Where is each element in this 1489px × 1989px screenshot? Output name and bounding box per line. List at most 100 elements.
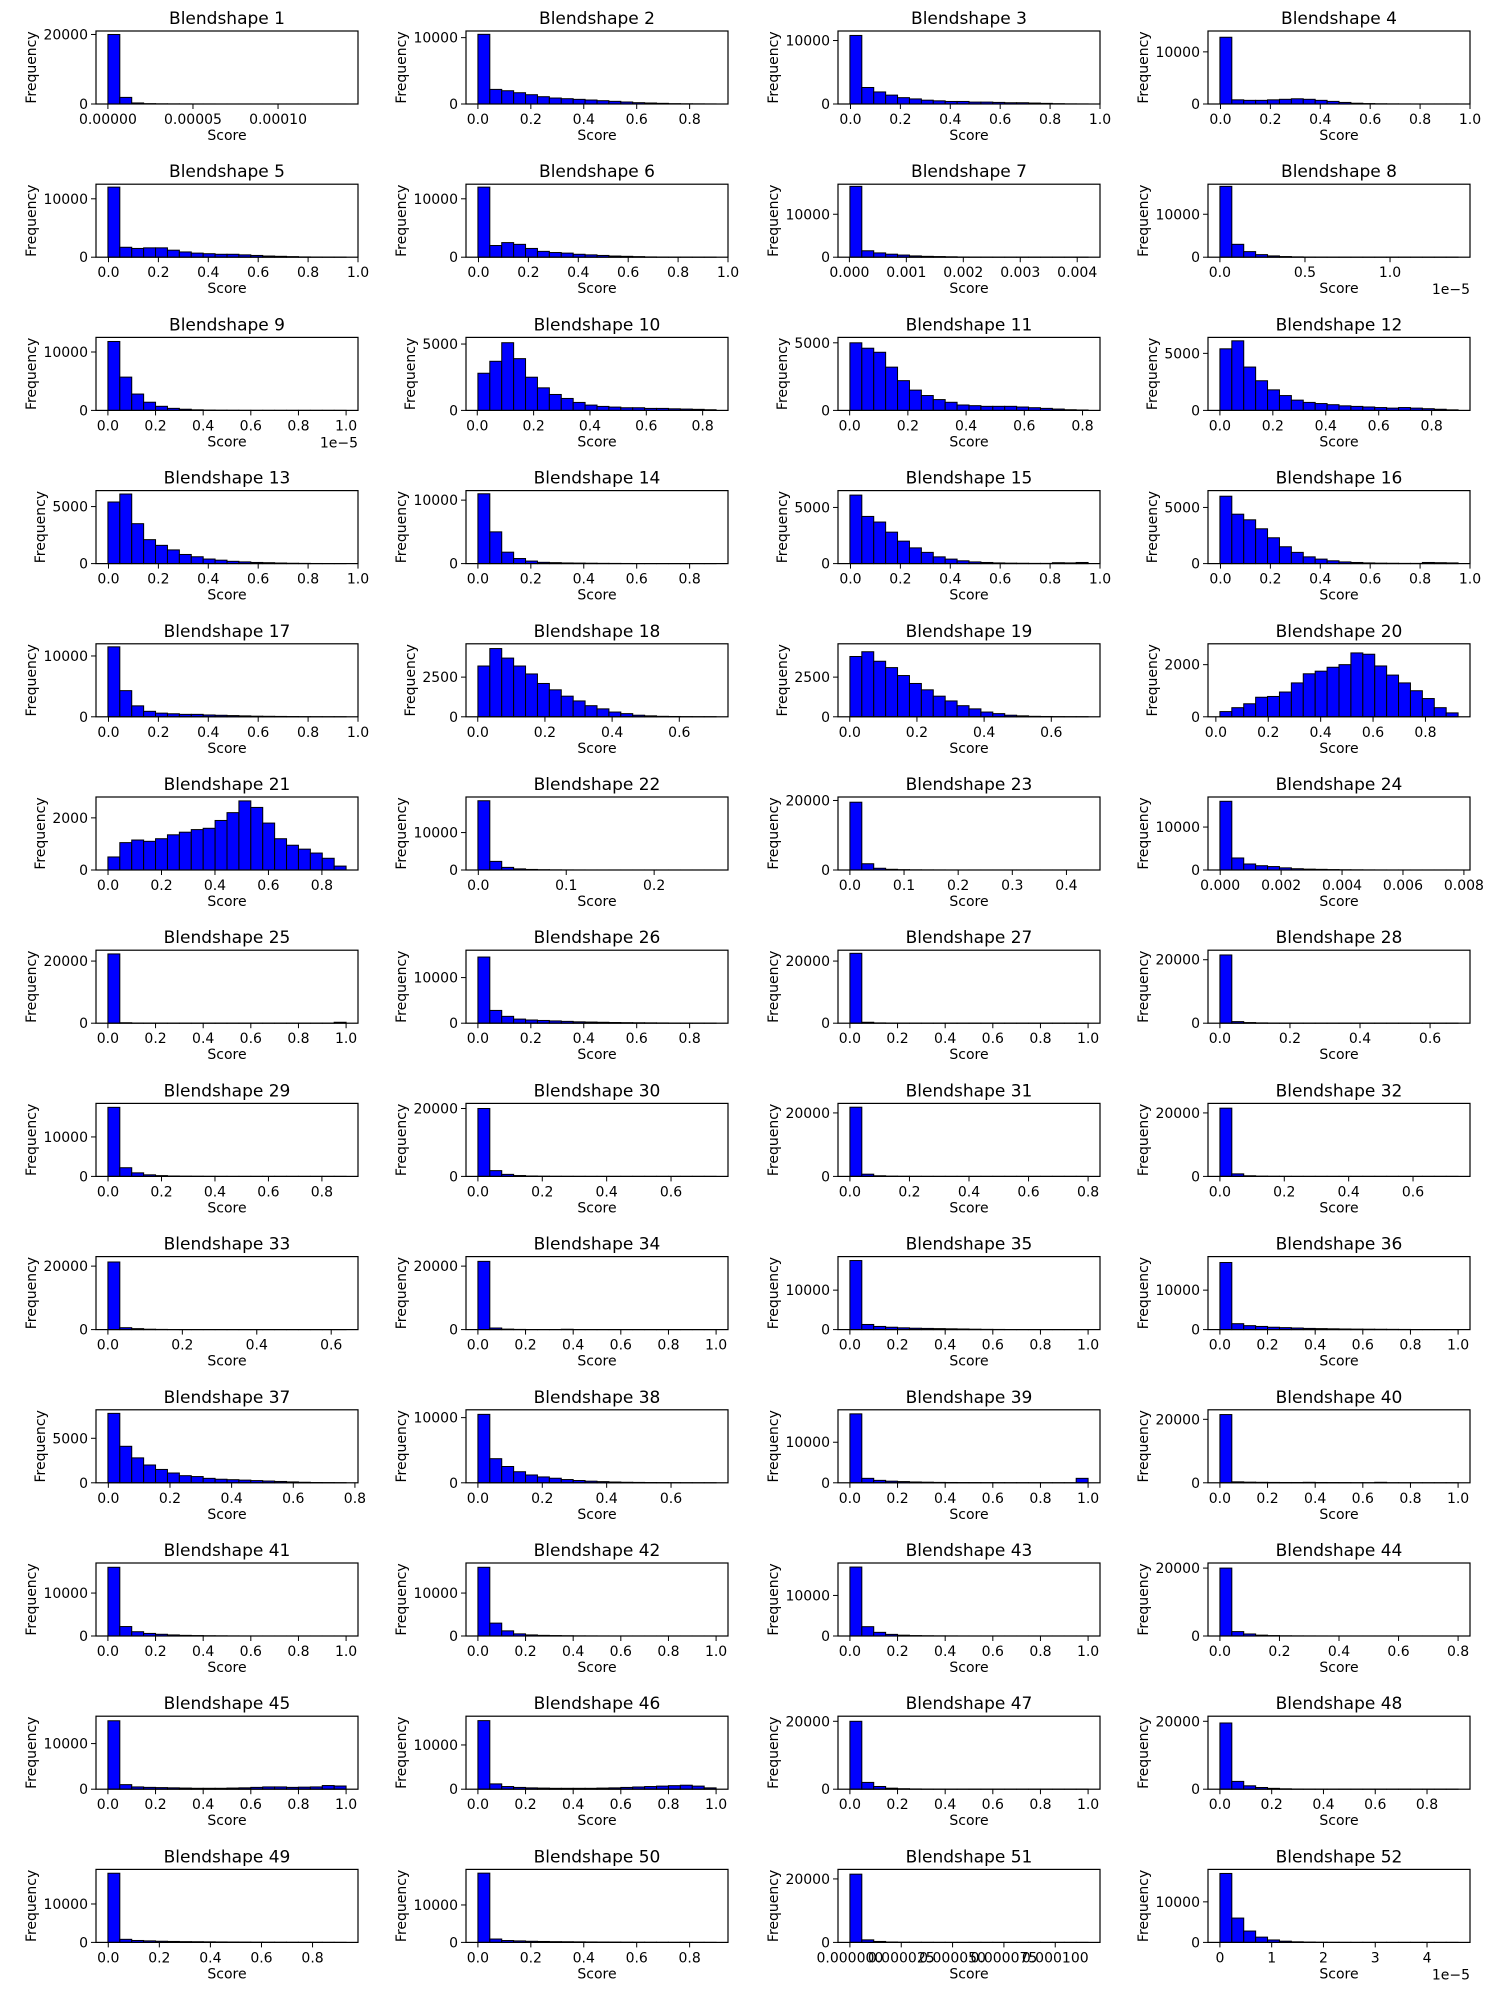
y-tick-label: 0 bbox=[1191, 863, 1200, 879]
x-tick-label: 0.4 bbox=[596, 1491, 618, 1507]
histogram-bar bbox=[873, 252, 887, 258]
histogram-bar bbox=[190, 556, 204, 565]
x-tick-label: 0.6 bbox=[247, 572, 269, 588]
histogram-bar bbox=[525, 673, 538, 718]
x-tick-label: 0.8 bbox=[1039, 572, 1061, 588]
y-axis-label: Frequency bbox=[24, 644, 40, 716]
y-axis-label: Frequency bbox=[394, 951, 410, 1023]
x-tick-label: 0.0 bbox=[1209, 572, 1231, 588]
x-tick-label: 0.0 bbox=[467, 1031, 489, 1047]
y-axis-label: Frequency bbox=[1136, 31, 1152, 103]
histogram-bar bbox=[501, 657, 515, 718]
x-axis-label: Score bbox=[577, 281, 616, 297]
y-tick-label: 10000 bbox=[43, 649, 88, 665]
x-tick-label: 0.2 bbox=[906, 725, 928, 741]
x-tick-label: 0.004 bbox=[1057, 265, 1097, 281]
x-tick-label: 0.000025 bbox=[868, 1950, 935, 1966]
x-tick-label: 3 bbox=[1371, 1950, 1380, 1966]
histogram-bar bbox=[849, 342, 863, 411]
histogram-bar bbox=[861, 347, 875, 411]
y-tick-label: 10000 bbox=[785, 207, 830, 223]
histogram-bar bbox=[119, 1626, 133, 1637]
axes-frame bbox=[95, 490, 359, 565]
y-axis-label: Frequency bbox=[1136, 951, 1152, 1023]
x-tick-label: 1.0 bbox=[335, 1031, 357, 1047]
x-axis-label: Score bbox=[207, 1813, 246, 1829]
axes-frame bbox=[465, 1409, 729, 1484]
panel-title: Blendshape 10 bbox=[534, 315, 661, 335]
histogram-panel-5: 0.0 0.2 0.4 0.6 0.8 1.0 0 10000 Blendshape 5 Scor… bbox=[24, 162, 369, 297]
histogram-panel-41: 0.0 0.2 0.4 0.6 0.8 1.0 0 10000 Blendshape 41 Sco… bbox=[24, 1541, 359, 1676]
y-axis-label: Frequency bbox=[766, 797, 782, 869]
histogram-bar bbox=[513, 358, 527, 411]
panel-title: Blendshape 33 bbox=[164, 1235, 291, 1255]
histogram-bar bbox=[477, 1413, 491, 1484]
panel-title: Blendshape 9 bbox=[169, 315, 285, 335]
x-tick-label: 0.0 bbox=[97, 1797, 119, 1813]
y-tick-label: 10000 bbox=[413, 971, 458, 987]
histogram-panel-48: 0.0 0.2 0.4 0.6 0.8 0 20000 Blendshape 48 Score F… bbox=[1136, 1694, 1471, 1829]
panel-title: Blendshape 16 bbox=[1276, 469, 1403, 489]
x-tick-label: 0.4 bbox=[934, 1338, 956, 1354]
histogram-bar bbox=[1219, 348, 1233, 411]
histogram-panel-40: 0.0 0.2 0.4 0.6 0.8 1.0 0 20000 Blendshape 40 Sco… bbox=[1136, 1388, 1471, 1523]
histogram-bar bbox=[1267, 99, 1280, 105]
histogram-bar bbox=[155, 1468, 168, 1484]
x-tick-label: 0.0 bbox=[467, 1644, 489, 1660]
y-axis-label: Frequency bbox=[1136, 185, 1152, 257]
histogram-bar bbox=[309, 852, 323, 871]
histogram-bar bbox=[178, 251, 192, 258]
x-tick-label: 0.00010 bbox=[249, 112, 307, 128]
axes-frame bbox=[1207, 1102, 1471, 1178]
histogram-bar bbox=[1219, 1107, 1233, 1177]
x-tick-label: 1.0 bbox=[1077, 1644, 1099, 1660]
x-tick-label: 0.6 bbox=[240, 1031, 262, 1047]
x-tick-label: 1.0 bbox=[1447, 1338, 1469, 1354]
x-axis-label: Score bbox=[577, 1047, 616, 1063]
y-tick-label: 0 bbox=[821, 250, 830, 266]
x-tick-label: 0.006 bbox=[1383, 878, 1423, 894]
x-tick-label: 0.5 bbox=[1294, 265, 1316, 281]
x-tick-label: 0.0 bbox=[1209, 1644, 1231, 1660]
histogram-bar bbox=[1219, 800, 1233, 871]
histogram-bar bbox=[1409, 690, 1423, 718]
panel-title: Blendshape 2 bbox=[539, 9, 655, 29]
x-tick-label: 0.8 bbox=[678, 112, 700, 128]
panel-title: Blendshape 17 bbox=[164, 622, 291, 642]
x-tick-label: 1.0 bbox=[335, 1797, 357, 1813]
histogram-panel-37: 0.0 0.2 0.4 0.6 0.8 0 5000 Blendshape 37 Score Fr… bbox=[33, 1388, 366, 1523]
x-tick-label: 1.0 bbox=[1089, 572, 1111, 588]
histogram-bar bbox=[119, 1445, 133, 1484]
y-axis-label: Frequency bbox=[775, 491, 791, 563]
y-tick-label: 0 bbox=[449, 1629, 458, 1645]
y-tick-label: 0 bbox=[449, 863, 458, 879]
axes-frame bbox=[837, 1562, 1101, 1637]
y-tick-label: 20000 bbox=[413, 1259, 458, 1275]
histogram-panel-25: 0.0 0.2 0.4 0.6 0.8 1.0 0 20000 Blendshape 25 Sco… bbox=[24, 928, 359, 1063]
panel-title: Blendshape 24 bbox=[1276, 775, 1403, 795]
x-axis-label: Score bbox=[207, 741, 246, 757]
x-axis-label: Score bbox=[207, 1507, 246, 1523]
histogram-bar bbox=[548, 97, 562, 105]
x-tick-label: 0.2 bbox=[147, 572, 169, 588]
histogram-bar bbox=[525, 376, 538, 411]
x-tick-label: 0.1 bbox=[893, 878, 915, 894]
x-axis-label: Score bbox=[1319, 128, 1358, 144]
y-axis-label: Frequency bbox=[775, 338, 791, 410]
y-tick-label: 0 bbox=[1191, 1169, 1200, 1185]
panel-title: Blendshape 22 bbox=[534, 775, 661, 795]
x-tick-label: 0.4 bbox=[562, 1338, 584, 1354]
x-tick-label: 0.4 bbox=[958, 1184, 980, 1200]
x-tick-label: 0.6 bbox=[989, 572, 1011, 588]
panel-title: Blendshape 12 bbox=[1276, 315, 1403, 335]
x-tick-label: 0.4 bbox=[567, 265, 589, 281]
x-axis-label: Score bbox=[1319, 741, 1358, 757]
x-tick-label: 0.0 bbox=[1209, 1031, 1231, 1047]
x-tick-label: 0.4 bbox=[1328, 1644, 1350, 1660]
x-tick-label: 0.0 bbox=[97, 1184, 119, 1200]
histogram-panel-2: 0.0 0.2 0.4 0.6 0.8 0 10000 Blendshape 2 Score Fr… bbox=[394, 9, 729, 144]
histogram-bar bbox=[956, 705, 970, 718]
histogram-bar bbox=[944, 558, 958, 565]
x-tick-label: 1.0 bbox=[1089, 112, 1111, 128]
x-tick-label: 0.4 bbox=[192, 1644, 214, 1660]
